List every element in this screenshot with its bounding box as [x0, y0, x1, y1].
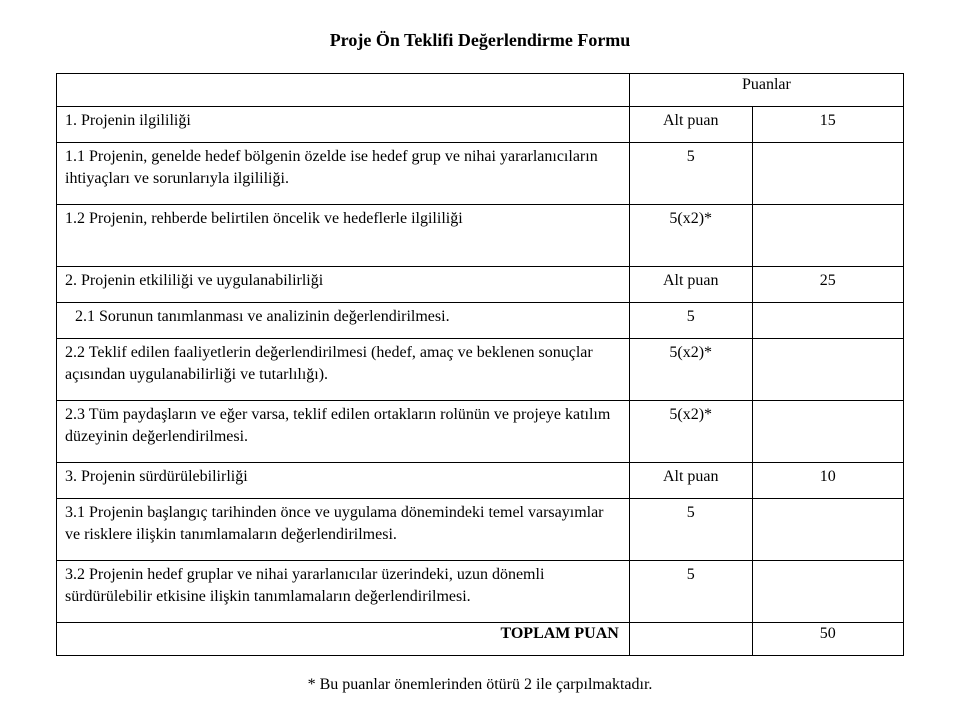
total-label: TOPLAM PUAN: [57, 623, 630, 656]
criterion-label: 1.1 Projenin, genelde hedef bölgenin öze…: [57, 143, 630, 205]
table-row: 3.1 Projenin başlangıç tarihinden önce v…: [57, 499, 904, 561]
total-value: 50: [752, 623, 903, 656]
criterion-maxscore: [752, 339, 903, 401]
evaluation-table: Puanlar 1. Projenin ilgililiği Alt puan …: [56, 73, 904, 656]
criterion-subscore: Alt puan: [629, 267, 752, 303]
criterion-maxscore: [752, 561, 903, 623]
criterion-subscore: 5(x2)*: [629, 401, 752, 463]
table-row: 1.1 Projenin, genelde hedef bölgenin öze…: [57, 143, 904, 205]
cell-blank: [629, 623, 752, 656]
table-row: 2.1 Sorunun tanımlanması ve analizinin d…: [57, 303, 904, 339]
table-row: 3.2 Projenin hedef gruplar ve nihai yara…: [57, 561, 904, 623]
table-row: 1. Projenin ilgililiği Alt puan 15: [57, 107, 904, 143]
table-row: 2. Projenin etkililiği ve uygulanabilirl…: [57, 267, 904, 303]
criterion-maxscore: [752, 401, 903, 463]
criterion-label: 3. Projenin sürdürülebilirliği: [57, 463, 630, 499]
table-row: 2.2 Teklif edilen faaliyetlerin değerlen…: [57, 339, 904, 401]
criterion-subscore: 5(x2)*: [629, 205, 752, 267]
criterion-label: 2.1 Sorunun tanımlanması ve analizinin d…: [57, 303, 630, 339]
criterion-subscore: 5: [629, 303, 752, 339]
criterion-label: 3.2 Projenin hedef gruplar ve nihai yara…: [57, 561, 630, 623]
criterion-maxscore: [752, 303, 903, 339]
document-title: Proje Ön Teklifi Değerlendirme Formu: [56, 30, 904, 51]
criterion-subscore: 5: [629, 499, 752, 561]
criterion-label: 1. Projenin ilgililiği: [57, 107, 630, 143]
criterion-maxscore: 25: [752, 267, 903, 303]
criterion-maxscore: 10: [752, 463, 903, 499]
criterion-label: 1.2 Projenin, rehberde belirtilen önceli…: [57, 205, 630, 267]
table-row-total: TOPLAM PUAN 50: [57, 623, 904, 656]
criterion-label: 2.3 Tüm paydaşların ve eğer varsa, tekli…: [57, 401, 630, 463]
table-row: 2.3 Tüm paydaşların ve eğer varsa, tekli…: [57, 401, 904, 463]
criterion-maxscore: [752, 205, 903, 267]
table-row: Puanlar: [57, 74, 904, 107]
table-row: 1.2 Projenin, rehberde belirtilen önceli…: [57, 205, 904, 267]
criterion-subscore: Alt puan: [629, 107, 752, 143]
criterion-maxscore: [752, 499, 903, 561]
footnote: * Bu puanlar önemlerinden ötürü 2 ile ça…: [56, 676, 904, 694]
page: Proje Ön Teklifi Değerlendirme Formu Pua…: [0, 0, 960, 711]
criterion-subscore: 5(x2)*: [629, 339, 752, 401]
criterion-maxscore: [752, 143, 903, 205]
criterion-subscore: 5: [629, 561, 752, 623]
criterion-label: 2. Projenin etkililiği ve uygulanabilirl…: [57, 267, 630, 303]
criterion-subscore: Alt puan: [629, 463, 752, 499]
col-header-puanlar: Puanlar: [629, 74, 903, 107]
criterion-subscore: 5: [629, 143, 752, 205]
cell-blank: [57, 74, 630, 107]
criterion-label: 2.2 Teklif edilen faaliyetlerin değerlen…: [57, 339, 630, 401]
criterion-label: 3.1 Projenin başlangıç tarihinden önce v…: [57, 499, 630, 561]
criterion-maxscore: 15: [752, 107, 903, 143]
table-row: 3. Projenin sürdürülebilirliği Alt puan …: [57, 463, 904, 499]
